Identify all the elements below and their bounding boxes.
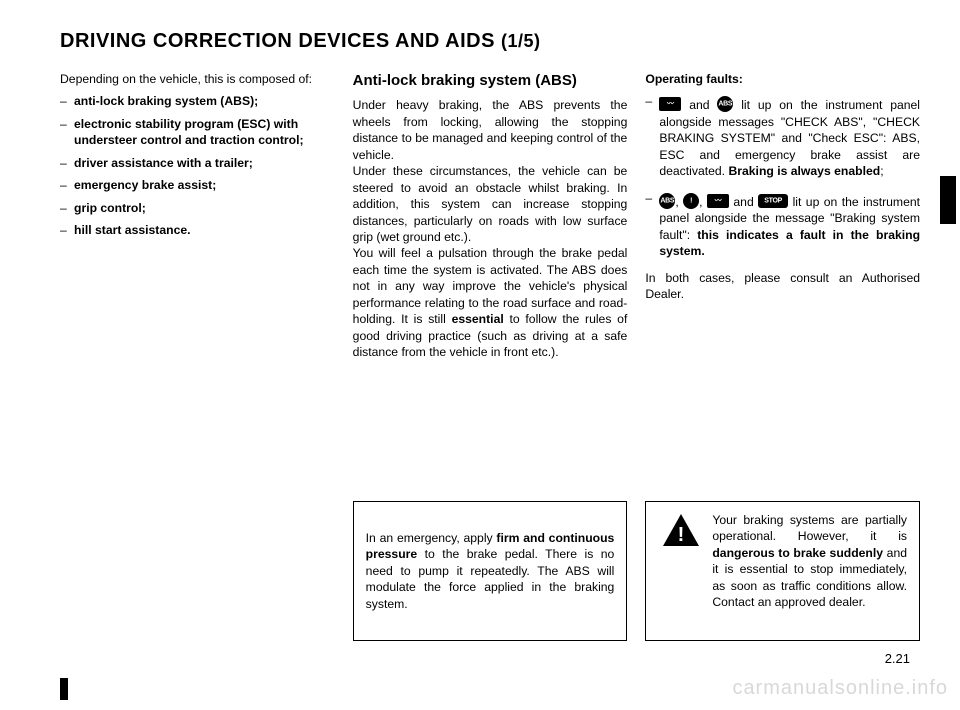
page-title: DRIVING CORRECTION DEVICES AND AIDS (1/5… <box>60 30 920 53</box>
section-tab-mark <box>940 176 956 224</box>
faults-heading: Operating faults: <box>645 71 920 87</box>
abs-para2: Under these circumstances, the vehicle c… <box>353 163 628 245</box>
column-1: Depending on the vehicle, this is compos… <box>60 71 335 641</box>
fault-list: – 〰 and ABS lit up on the instrument pan… <box>645 93 920 259</box>
footer-mark <box>60 678 68 700</box>
emergency-note-box: In an emergency, apply firm and continuo… <box>353 501 628 641</box>
warning-box: ! Your braking systems are partially ope… <box>645 501 920 641</box>
intro-text: Depending on the vehicle, this is compos… <box>60 71 335 87</box>
list-item: –emergency brake assist; <box>60 177 335 193</box>
stop-icon: STOP <box>758 194 788 208</box>
closing-text: In both cases, please consult an Authori… <box>645 270 920 303</box>
warning-text: Your braking systems are partially opera… <box>712 512 907 611</box>
column-2: Anti-lock braking system (ABS) Under hea… <box>353 71 628 641</box>
list-item: –driver assistance with a trailer; <box>60 155 335 171</box>
abs-heading: Anti-lock braking system (ABS) <box>353 71 628 91</box>
columns: Depending on the vehicle, this is compos… <box>60 71 920 641</box>
warning-triangle-icon: ! <box>658 512 712 548</box>
abs-icon: ABS <box>717 96 733 112</box>
column-3: Operating faults: – 〰 and ABS lit up on … <box>645 71 920 641</box>
watermark: carmanualsonline.info <box>732 677 948 700</box>
fault-item-2: – ABS, !, 〰 and STOP lit up on the instr… <box>645 190 920 260</box>
list-item: –hill start assistance. <box>60 222 335 238</box>
fault-item-1: – 〰 and ABS lit up on the instrument pan… <box>645 93 920 179</box>
skid-icon: 〰 <box>707 194 729 208</box>
feature-list: –anti-lock braking system (ABS); –electr… <box>60 93 335 238</box>
title-pagecount: (1/5) <box>501 31 541 51</box>
list-item: –electronic stability program (ESC) with… <box>60 116 335 149</box>
abs-icon: ABS <box>659 193 675 209</box>
page-number: 2.21 <box>885 651 910 666</box>
skid-icon: 〰 <box>659 97 681 111</box>
svg-text:!: ! <box>678 524 685 546</box>
abs-para1: Under heavy braking, the ABS prevents th… <box>353 97 628 163</box>
abs-para3: You will feel a pulsation through the br… <box>353 245 628 360</box>
title-main: DRIVING CORRECTION DEVICES AND AIDS <box>60 30 495 52</box>
brake-warning-icon: ! <box>683 193 699 209</box>
manual-page: DRIVING CORRECTION DEVICES AND AIDS (1/5… <box>60 30 920 680</box>
emergency-note-text: In an emergency, apply firm and continuo… <box>366 530 615 612</box>
list-item: –anti-lock braking system (ABS); <box>60 93 335 109</box>
list-item: –grip control; <box>60 200 335 216</box>
